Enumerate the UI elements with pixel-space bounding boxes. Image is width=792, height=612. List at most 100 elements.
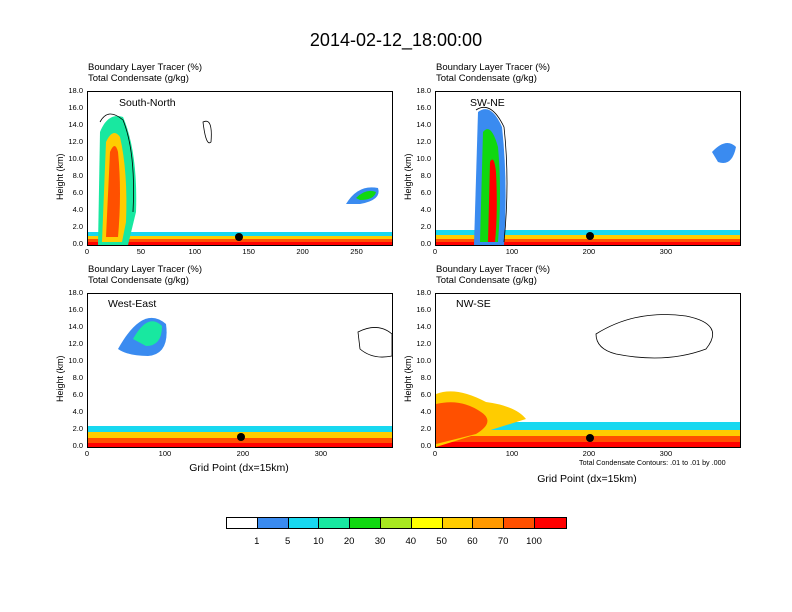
y-tick-label: 6.0 xyxy=(420,188,431,197)
x-tick-label: 100 xyxy=(505,449,519,458)
location-marker xyxy=(235,233,243,241)
panel-label-tracer: Boundary Layer Tracer (%) xyxy=(436,264,551,275)
section-label: West-East xyxy=(108,298,157,310)
x-tick-label: 0 xyxy=(432,247,438,256)
panel-sw-ne: Boundary Layer Tracer (%) Total Condensa… xyxy=(388,62,740,292)
colorbar-swatch xyxy=(411,518,443,528)
y-tick-label: 4.0 xyxy=(72,205,83,214)
panel-label-tracer: Boundary Layer Tracer (%) xyxy=(88,62,203,73)
colorbar-label: 5 xyxy=(284,536,291,547)
colorbar-label: 1 xyxy=(254,536,260,547)
y-tick-label: 0.0 xyxy=(72,441,83,450)
y-tick-label: 10.0 xyxy=(68,154,83,163)
section-label: SW-NE xyxy=(470,97,505,109)
plot-area-south-north xyxy=(87,91,393,246)
y-tick-label: 18.0 xyxy=(416,86,431,95)
colorbar-swatch xyxy=(534,518,566,528)
y-tick-label: 14.0 xyxy=(416,322,431,331)
panel-label-condensate: Total Condensate (g/kg) xyxy=(88,73,189,84)
location-marker xyxy=(586,232,594,240)
y-tick-label: 2.0 xyxy=(72,222,83,231)
y-tick-label: 0.0 xyxy=(420,239,431,248)
colorbar-swatch xyxy=(319,518,351,528)
y-tick-label: 6.0 xyxy=(72,390,83,399)
y-tick-label: 8.0 xyxy=(72,373,83,382)
y-tick-label: 12.0 xyxy=(416,137,431,146)
panel-nw-se: Boundary Layer Tracer (%) Total Condensa… xyxy=(388,264,740,494)
x-tick-label: 100 xyxy=(505,247,519,256)
cross-section-south-north xyxy=(88,113,392,245)
x-tick-label: 100 xyxy=(188,247,202,256)
colorbar-swatch xyxy=(257,518,289,528)
x-tick-label: 0 xyxy=(84,247,90,256)
y-tick-label: 16.0 xyxy=(68,305,83,314)
y-tick-label: 2.0 xyxy=(72,424,83,433)
plot-area-sw-ne xyxy=(435,91,741,246)
y-tick-label: 10.0 xyxy=(68,356,83,365)
cross-section-nw-se xyxy=(436,314,740,447)
y-tick-label: 8.0 xyxy=(420,171,431,180)
y-tick-label: 18.0 xyxy=(68,86,83,95)
panel-label-tracer: Boundary Layer Tracer (%) xyxy=(436,62,551,73)
x-axis-label: Grid Point (dx=15km) xyxy=(189,462,289,474)
y-tick-label: 12.0 xyxy=(416,339,431,348)
x-tick-label: 200 xyxy=(582,247,596,256)
colorbar-label: 20 xyxy=(343,536,355,547)
x-tick-label: 50 xyxy=(136,247,146,256)
colorbar-swatch xyxy=(227,518,258,528)
contour-note: Total Condensate Contours: .01 to .01 by… xyxy=(579,458,726,467)
x-tick-label: 100 xyxy=(158,449,172,458)
x-tick-label: 300 xyxy=(314,449,328,458)
colorbar-label: 70 xyxy=(497,536,509,547)
y-tick-label: 14.0 xyxy=(68,120,83,129)
colorbar-swatch xyxy=(442,518,474,528)
y-tick-label: 4.0 xyxy=(420,205,431,214)
plot-area-west-east xyxy=(87,293,393,448)
y-tick-label: 0.0 xyxy=(420,441,431,450)
y-tick-label: 10.0 xyxy=(416,154,431,163)
y-tick-label: 18.0 xyxy=(416,288,431,297)
y-tick-label: 16.0 xyxy=(416,103,431,112)
location-marker xyxy=(586,434,594,442)
x-tick-label: 150 xyxy=(242,247,255,256)
y-tick-label: 18.0 xyxy=(68,288,83,297)
y-tick-label: 12.0 xyxy=(68,137,83,146)
panel-south-north: Boundary Layer Tracer (%) Total Condensa… xyxy=(40,62,392,292)
x-tick-label: 200 xyxy=(236,449,250,458)
colorbar-label: 30 xyxy=(374,536,386,547)
section-label: South-North xyxy=(119,97,176,109)
section-label: NW-SE xyxy=(456,298,491,310)
colorbar-label: 50 xyxy=(436,536,447,547)
y-tick-label: 14.0 xyxy=(416,120,431,129)
colorbar-swatch xyxy=(504,518,535,528)
plot-area-nw-se xyxy=(435,293,741,448)
location-marker xyxy=(237,433,245,441)
y-tick-label: 6.0 xyxy=(420,390,431,399)
y-tick-label: 8.0 xyxy=(72,171,83,180)
y-tick-label: 2.0 xyxy=(420,424,431,433)
colorbar-label: 10 xyxy=(313,536,324,547)
cross-section-sw-ne xyxy=(436,106,740,245)
panel-west-east: Boundary Layer Tracer (%) Total Condensa… xyxy=(40,264,392,494)
panel-label-condensate: Total Condensate (g/kg) xyxy=(436,275,537,286)
panel-label-condensate: Total Condensate (g/kg) xyxy=(88,275,189,286)
x-tick-label: 200 xyxy=(296,247,309,256)
y-tick-label: 4.0 xyxy=(72,407,83,416)
x-tick-label: 200 xyxy=(582,449,596,458)
panel-label-condensate: Total Condensate (g/kg) xyxy=(436,73,537,84)
colorbar-label: 60 xyxy=(467,536,478,547)
y-tick-label: 4.0 xyxy=(420,407,431,416)
x-tick-label: 300 xyxy=(659,247,673,256)
x-tick-label: 0 xyxy=(432,449,438,458)
colorbar-label: 100 xyxy=(526,536,542,547)
y-tick-label: 14.0 xyxy=(68,322,83,331)
cross-section-west-east xyxy=(88,317,392,447)
y-tick-label: 16.0 xyxy=(68,103,83,112)
x-tick-label: 0 xyxy=(84,449,90,458)
y-tick-label: 8.0 xyxy=(420,373,431,382)
colorbar-swatch xyxy=(288,518,320,528)
colorbar-swatch xyxy=(350,518,381,528)
colorbar-swatch xyxy=(380,518,412,528)
y-tick-label: 0.0 xyxy=(72,239,83,248)
y-tick-label: 6.0 xyxy=(72,188,83,197)
